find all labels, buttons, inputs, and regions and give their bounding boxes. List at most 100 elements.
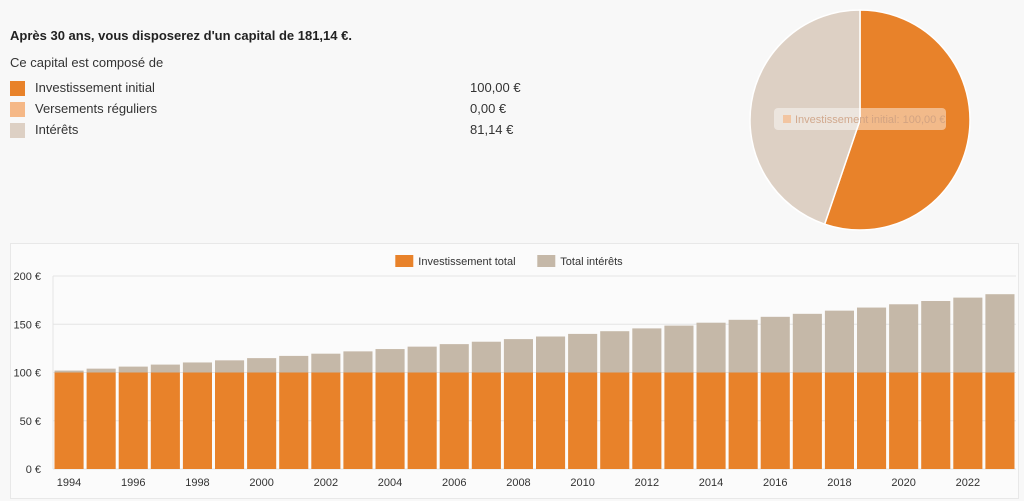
pie-tooltip-swatch <box>783 115 791 123</box>
bar-investment-2022[interactable] <box>953 372 983 470</box>
bar-investment-1999[interactable] <box>215 372 245 470</box>
bar-interest-2016[interactable] <box>760 316 790 373</box>
bar-interest-1995[interactable] <box>86 368 116 373</box>
y-tick-label: 150 € <box>13 319 41 331</box>
bar-investment-2012[interactable] <box>632 372 662 470</box>
bar-investment-2002[interactable] <box>311 372 341 470</box>
bar-interest-2009[interactable] <box>536 336 566 373</box>
x-tick-label: 2016 <box>763 477 787 489</box>
composition-value-regular: 0,00 € <box>470 101 507 116</box>
bar-investment-1996[interactable] <box>118 372 148 470</box>
bar-interest-2023[interactable] <box>985 294 1015 373</box>
bar-interest-2022[interactable] <box>953 297 983 373</box>
bar-interest-2002[interactable] <box>311 353 341 373</box>
bar-investment-1995[interactable] <box>86 372 116 470</box>
bar-chart-panel: Investissement total Total intérêts 0 € 50… <box>10 243 1019 499</box>
x-tick-label: 2012 <box>635 477 659 489</box>
x-tick-label: 1996 <box>121 477 145 489</box>
pie-slice-0[interactable] <box>823 9 971 231</box>
x-tick-label: 2018 <box>827 477 851 489</box>
bar-interest-1999[interactable] <box>215 360 245 373</box>
bar-investment-2013[interactable] <box>664 372 694 470</box>
bar-investment-2017[interactable] <box>792 372 822 470</box>
bar-investment-1994[interactable] <box>54 372 84 470</box>
composition-row-interest: Intérêts 81,14 € <box>10 122 530 140</box>
bar-interest-2007[interactable] <box>471 341 501 373</box>
pie-slice-2[interactable] <box>749 9 861 226</box>
bar-interest-2012[interactable] <box>632 328 662 373</box>
y-tick-label: 100 € <box>13 368 41 380</box>
bar-interest-1996[interactable] <box>118 366 148 373</box>
bar-investment-2004[interactable] <box>375 372 405 470</box>
bar-interest-2004[interactable] <box>375 349 405 373</box>
x-tick-label: 1994 <box>57 477 81 489</box>
bar-interest-2021[interactable] <box>921 300 951 373</box>
bar-investment-2020[interactable] <box>889 372 919 470</box>
bar-investment-2007[interactable] <box>471 372 501 470</box>
bar-interest-2013[interactable] <box>664 325 694 373</box>
bar-interest-2017[interactable] <box>792 313 822 373</box>
pie-chart: Investissement initial: 100,00 € <box>749 9 971 231</box>
y-tick-label: 200 € <box>13 271 41 283</box>
swatch-initial <box>10 81 25 96</box>
bar-interest-1997[interactable] <box>150 364 180 373</box>
swatch-interest <box>10 123 25 138</box>
x-tick-label: 2010 <box>570 477 594 489</box>
bar-investment-2018[interactable] <box>824 372 854 470</box>
bar-chart: Investissement total Total intérêts 0 € 50… <box>13 255 1016 489</box>
y-tick-label: 50 € <box>20 416 41 428</box>
bar-interest-2018[interactable] <box>824 310 854 373</box>
bar-investment-2023[interactable] <box>985 372 1015 470</box>
bar-investment-2010[interactable] <box>568 372 598 470</box>
bar-investment-1998[interactable] <box>182 372 212 470</box>
bar-investment-2009[interactable] <box>536 372 566 470</box>
bar-investment-2019[interactable] <box>857 372 887 470</box>
bar-interest-2005[interactable] <box>407 346 437 373</box>
bar-interest-2014[interactable] <box>696 322 726 373</box>
x-tick-label: 2020 <box>891 477 915 489</box>
bar-investment-2008[interactable] <box>503 372 533 470</box>
composition-label-interest: Intérêts <box>35 122 79 137</box>
capital-headline: Après 30 ans, vous disposerez d'un capit… <box>10 28 352 43</box>
pie-tooltip: Investissement initial: 100,00 € <box>774 108 946 130</box>
swatch-regular <box>10 102 25 117</box>
x-tick-label: 2002 <box>314 477 338 489</box>
x-tick-label: 2014 <box>699 477 723 489</box>
bar-investment-2001[interactable] <box>279 372 309 470</box>
bar-investment-2015[interactable] <box>728 372 758 470</box>
legend-swatch-0 <box>395 255 414 267</box>
composition-label: Ce capital est composé de <box>10 55 164 70</box>
bar-investment-2021[interactable] <box>921 372 951 470</box>
pie-tooltip-text: Investissement initial: 100,00 € <box>795 114 945 126</box>
bar-investment-2006[interactable] <box>439 372 469 470</box>
composition-value-interest: 81,14 € <box>470 122 514 137</box>
bar-investment-1997[interactable] <box>150 372 180 470</box>
bar-interest-2011[interactable] <box>600 331 630 373</box>
bar-investment-2014[interactable] <box>696 372 726 470</box>
bar-interest-2003[interactable] <box>343 351 373 373</box>
bar-interest-2010[interactable] <box>568 333 598 373</box>
bar-interest-2008[interactable] <box>503 339 533 373</box>
bar-interest-2019[interactable] <box>857 307 887 373</box>
bar-interest-2000[interactable] <box>247 358 277 373</box>
composition-label-regular: Versements réguliers <box>35 101 158 116</box>
x-tick-label: 2022 <box>956 477 980 489</box>
bar-interest-2001[interactable] <box>279 355 309 373</box>
y-tick-label: 0 € <box>26 464 41 476</box>
bar-interest-1998[interactable] <box>182 362 212 373</box>
x-tick-label: 2000 <box>249 477 273 489</box>
bar-investment-2016[interactable] <box>760 372 790 470</box>
bar-interest-2006[interactable] <box>439 344 469 373</box>
x-tick-label: 1998 <box>185 477 209 489</box>
bar-investment-2005[interactable] <box>407 372 437 470</box>
bar-investment-2003[interactable] <box>343 372 373 470</box>
bar-interest-2020[interactable] <box>889 304 919 373</box>
x-tick-label: 2008 <box>506 477 530 489</box>
composition-label-initial: Investissement initial <box>35 80 155 95</box>
bar-interest-1994[interactable] <box>54 370 84 373</box>
legend-label-1[interactable]: Total intérêts <box>560 256 623 268</box>
bar-investment-2000[interactable] <box>247 372 277 470</box>
bar-interest-2015[interactable] <box>728 319 758 373</box>
bar-investment-2011[interactable] <box>600 372 630 470</box>
legend-label-0[interactable]: Investissement total <box>418 256 515 268</box>
